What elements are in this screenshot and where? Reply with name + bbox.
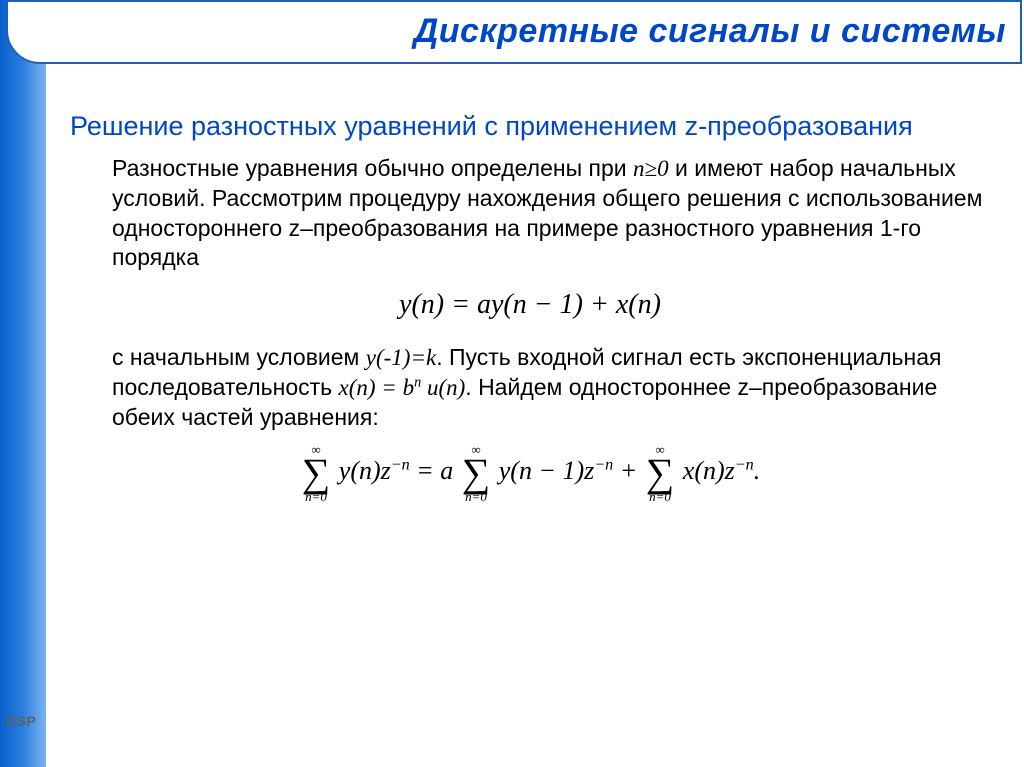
sigma-bottom: n=0 [302, 490, 331, 503]
sigma-bottom: n=0 [462, 490, 491, 503]
seq-lhs: x(n) = b [339, 375, 415, 400]
eq2-end: . [754, 456, 761, 485]
sigma-2: ∞ ∑ n=0 [462, 443, 491, 503]
paragraph-2: с начальным условием y(-1)=k. Пусть вход… [112, 343, 990, 433]
para2-seq: x(n) = bn u(n) [339, 375, 466, 400]
equation-1: y(n) = ay(n − 1) + x(n) [70, 289, 990, 321]
eq2-term1: y(n)z−n [339, 456, 410, 485]
t3a: x(n)z [683, 456, 735, 485]
eq2-term2: y(n − 1)z−n [499, 456, 613, 485]
page-title: Дискретные сигналы и системы [8, 2, 1020, 51]
sigma-bottom: n=0 [646, 490, 675, 503]
para1-inline-n: n≥0 [633, 156, 669, 181]
equation-2: ∞ ∑ n=0 y(n)z−n = a ∞ ∑ n=0 y(n − 1)z−n … [70, 443, 990, 503]
sigma-3: ∞ ∑ n=0 [646, 443, 675, 503]
eq2-eq: = a [416, 456, 453, 485]
eq2-term3: x(n)z−n [683, 456, 754, 485]
para1-text-a: Разностные уравнения обычно определены п… [112, 155, 633, 181]
para2-text-a: с начальным условием [112, 344, 366, 370]
paragraph-1: Разностные уравнения обычно определены п… [112, 154, 990, 274]
footer-label: DSP [6, 713, 36, 729]
t1s: −n [391, 456, 410, 473]
sigma-1: ∞ ∑ n=0 [302, 443, 331, 503]
t2s: −n [594, 456, 613, 473]
eq2-plus: + [620, 456, 644, 485]
t2a: y(n − 1)z [499, 456, 595, 485]
para2-cond: y(-1)=k [366, 345, 436, 370]
content-area: Решение разностных уравнений с применени… [70, 110, 990, 503]
sigma-symbol: ∑ [462, 456, 491, 490]
sigma-symbol: ∑ [302, 456, 331, 490]
sigma-symbol: ∑ [646, 456, 675, 490]
seq-rhs: u(n) [421, 375, 465, 400]
sidebar-gradient [0, 0, 46, 767]
t3s: −n [735, 456, 754, 473]
section-heading: Решение разностных уравнений с применени… [70, 110, 990, 144]
t1a: y(n)z [339, 456, 391, 485]
title-box: Дискретные сигналы и системы [6, 0, 1022, 64]
